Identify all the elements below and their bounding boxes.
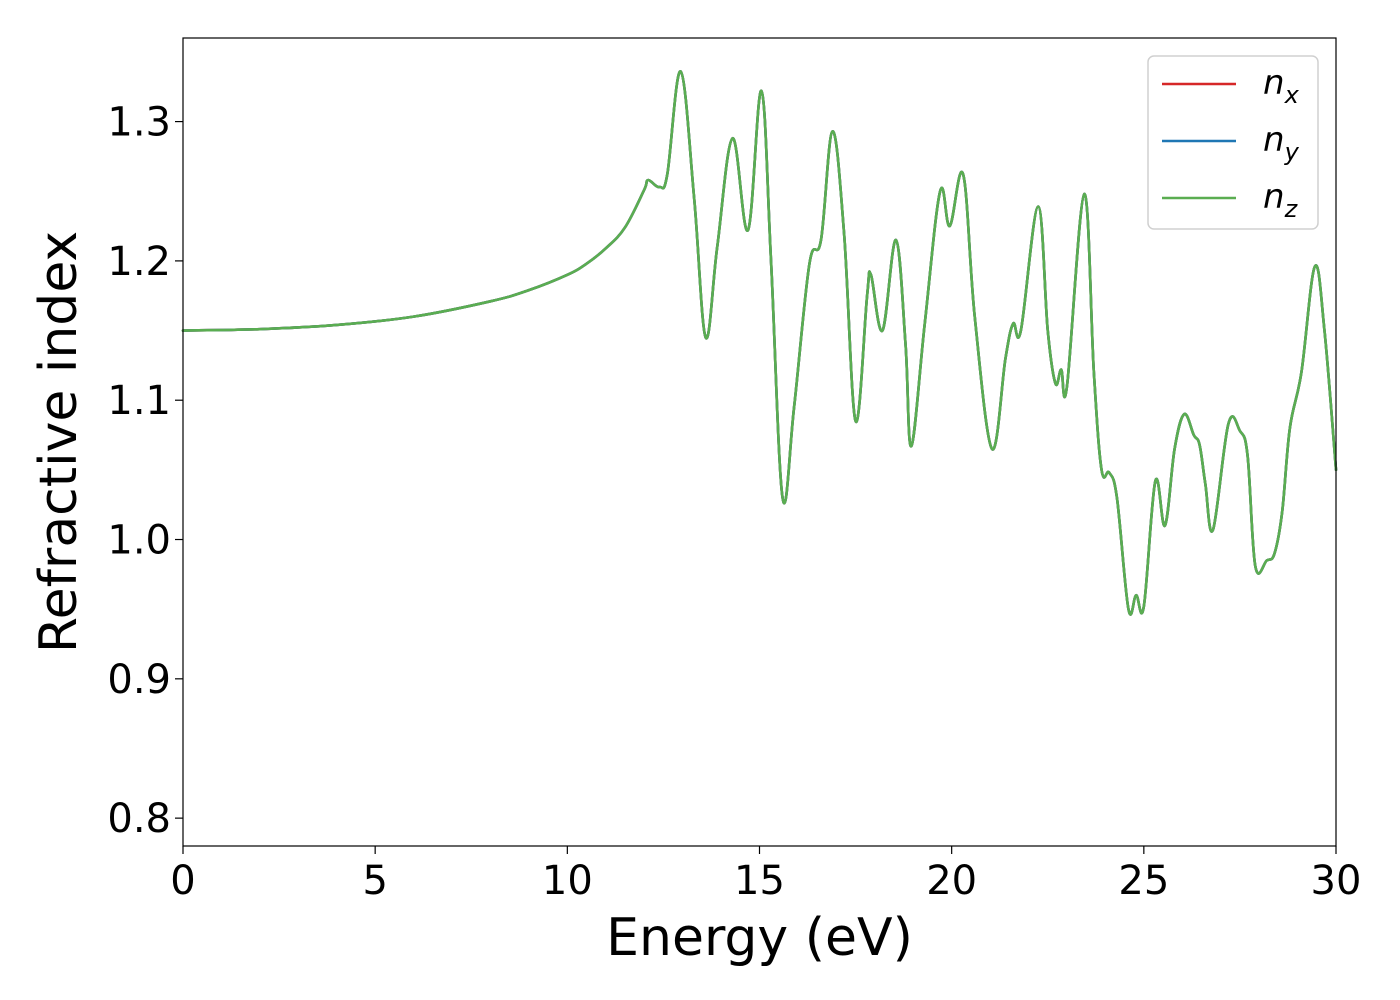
series-line-n-z [181,70,1338,616]
legend-entries: nx ny nz [1162,63,1300,223]
legend-label: nz [1263,177,1299,223]
legend-box [1147,55,1319,230]
y-tick-label: 0.8 [107,796,171,842]
series-layer [181,70,1338,616]
x-tick-label: 20 [926,858,977,904]
y-tick-label: 1.3 [107,100,171,146]
y-tick-label: 1.2 [107,239,171,285]
legend-label: ny [1263,120,1300,166]
y-tick-label: 1.0 [107,518,171,564]
x-tick-label: 5 [362,858,387,904]
x-axis-ticks: 0 5 10 15 20 25 30 [170,846,1361,904]
y-tick-label: 1.1 [107,378,171,424]
x-tick-label: 0 [170,858,195,904]
x-tick-label: 10 [542,858,593,904]
y-axis-label: Refractive index [29,231,89,653]
y-axis-ticks: 0.8 0.9 1.0 1.1 1.2 1.3 [107,100,183,842]
x-tick-label: 30 [1311,858,1362,904]
y-tick-label: 0.9 [107,657,171,703]
x-tick-label: 25 [1118,858,1169,904]
x-tick-label: 15 [734,858,785,904]
legend-label: nx [1263,63,1300,109]
x-axis-label: Energy (eV) [606,908,913,968]
legend: nx ny nz [1147,55,1319,230]
